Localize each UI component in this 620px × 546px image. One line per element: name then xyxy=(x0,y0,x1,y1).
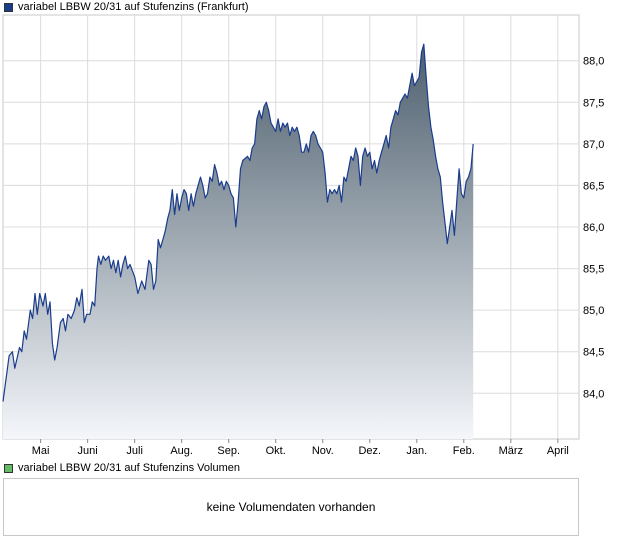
price-legend-swatch xyxy=(4,2,13,12)
y-tick-label: 87,5 xyxy=(583,97,604,109)
volume-legend: variabel LBBW 20/31 auf Stufenzins Volum… xyxy=(4,461,240,475)
y-axis-ticks: 84,0 84,5 85,0 85,5 86,0 86,5 87,0 87,5 88,0 xyxy=(583,56,604,401)
x-tick-label: Juni xyxy=(78,445,98,457)
volume-panel: keine Volumendaten vorhanden xyxy=(3,478,579,536)
volume-legend-swatch xyxy=(4,463,13,473)
y-tick-label: 84,5 xyxy=(583,347,604,359)
y-tick-label: 84,0 xyxy=(583,388,604,400)
y-tick-label: 85,0 xyxy=(583,305,604,317)
x-tick-label: April xyxy=(547,445,569,457)
y-tick-label: 85,5 xyxy=(583,264,604,276)
price-line xyxy=(2,43,474,402)
x-tick-label: Okt. xyxy=(266,445,286,457)
y-tick-label: 87,0 xyxy=(583,139,604,151)
x-tick-label: Mai xyxy=(32,445,50,457)
x-tick-label: Nov. xyxy=(312,445,334,457)
price-area xyxy=(3,44,474,439)
x-tick-label: Aug. xyxy=(170,445,193,457)
price-legend: variabel LBBW 20/31 auf Stufenzins (Fran… xyxy=(4,0,249,14)
x-tick-label: Juli xyxy=(126,445,143,457)
y-tick-label: 86,0 xyxy=(583,222,604,234)
y-tick-label: 88,0 xyxy=(583,56,604,68)
x-tick-label: Sep. xyxy=(217,445,240,457)
volume-empty-message: keine Volumendaten vorhanden xyxy=(206,500,376,514)
price-legend-label: variabel LBBW 20/31 auf Stufenzins (Fran… xyxy=(18,1,249,13)
price-chart: 84,0 84,5 85,0 85,5 86,0 86,5 87,0 87,5 88,0 Mai… xyxy=(2,14,604,457)
volume-legend-label: variabel LBBW 20/31 auf Stufenzins Volum… xyxy=(18,462,240,474)
x-tick-label: Dez. xyxy=(358,445,381,457)
x-tick-label: März xyxy=(499,445,523,457)
x-tick-label: Feb. xyxy=(453,445,475,457)
y-tick-label: 86,5 xyxy=(583,180,604,192)
x-axis-ticks: Mai Juni Juli Aug. Sep. Okt. Nov. Dez. Jan. Feb. M… xyxy=(32,439,569,457)
x-tick-label: Jan. xyxy=(406,445,427,457)
